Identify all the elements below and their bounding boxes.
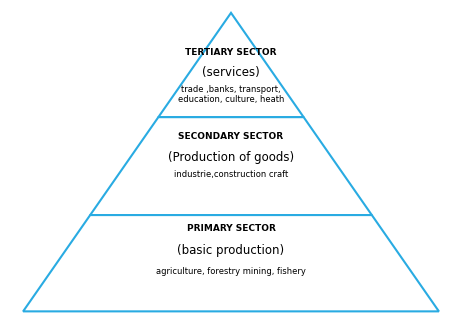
Text: TERTIARY SECTOR: TERTIARY SECTOR bbox=[185, 48, 277, 57]
Text: industrie,construction craft: industrie,construction craft bbox=[174, 170, 288, 179]
Polygon shape bbox=[23, 215, 439, 311]
Text: (services): (services) bbox=[202, 66, 260, 79]
Text: trade ,banks, transport,
education, culture, heath: trade ,banks, transport, education, cult… bbox=[178, 85, 284, 104]
Text: (Production of goods): (Production of goods) bbox=[168, 151, 294, 164]
Text: PRIMARY SECTOR: PRIMARY SECTOR bbox=[187, 224, 275, 233]
Polygon shape bbox=[90, 117, 372, 215]
Text: (basic production): (basic production) bbox=[177, 244, 285, 257]
Polygon shape bbox=[158, 13, 304, 117]
Text: agriculture, forestry mining, fishery: agriculture, forestry mining, fishery bbox=[156, 267, 306, 276]
Text: SECONDARY SECTOR: SECONDARY SECTOR bbox=[178, 132, 284, 141]
